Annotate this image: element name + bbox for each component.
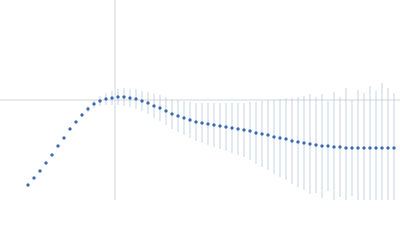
data-point	[26, 183, 30, 187]
data-point	[350, 146, 354, 150]
data-point	[56, 144, 60, 148]
data-point	[344, 146, 348, 150]
data-point	[86, 107, 90, 111]
data-point	[314, 143, 318, 147]
data-point	[92, 102, 96, 106]
data-point	[116, 95, 120, 99]
data-point	[176, 114, 180, 118]
data-point	[362, 146, 366, 150]
data-point	[206, 122, 210, 126]
data-point	[146, 101, 150, 105]
data-point	[32, 176, 36, 180]
data-point	[326, 144, 330, 148]
data-point	[104, 97, 108, 101]
data-point	[164, 109, 168, 113]
data-point	[74, 120, 78, 124]
data-point	[254, 131, 258, 135]
data-point	[158, 106, 162, 110]
data-point	[266, 133, 270, 137]
data-point	[62, 136, 66, 140]
data-point	[80, 113, 84, 117]
data-point	[248, 129, 252, 133]
data-point	[386, 146, 390, 150]
data-point	[278, 136, 282, 140]
data-point	[230, 126, 234, 130]
data-point	[68, 127, 72, 131]
data-point	[308, 142, 312, 146]
data-point	[236, 127, 240, 131]
data-point	[98, 99, 102, 103]
data-point	[38, 169, 42, 173]
data-point	[218, 124, 222, 128]
data-point	[296, 140, 300, 144]
data-point	[224, 125, 228, 129]
data-point	[320, 144, 324, 148]
data-point	[182, 116, 186, 120]
data-point	[134, 97, 138, 101]
data-point	[242, 128, 246, 132]
data-point	[284, 137, 288, 141]
data-point	[272, 135, 276, 139]
data-point	[140, 99, 144, 103]
data-point	[374, 146, 378, 150]
data-point	[170, 112, 174, 116]
data-point	[110, 96, 114, 100]
data-point	[194, 120, 198, 124]
data-point	[212, 123, 216, 127]
data-point	[338, 145, 342, 149]
data-point	[368, 146, 372, 150]
data-point	[128, 96, 132, 100]
data-point	[356, 146, 360, 150]
data-point	[260, 132, 264, 136]
data-point	[332, 145, 336, 149]
data-point	[188, 118, 192, 122]
data-point	[44, 161, 48, 165]
data-point	[302, 141, 306, 145]
data-point	[200, 121, 204, 125]
chart	[0, 0, 400, 200]
data-point	[380, 146, 384, 150]
data-point	[122, 95, 126, 99]
data-point	[152, 104, 156, 108]
data-point	[50, 153, 54, 157]
data-point	[392, 146, 396, 150]
data-point	[290, 139, 294, 143]
